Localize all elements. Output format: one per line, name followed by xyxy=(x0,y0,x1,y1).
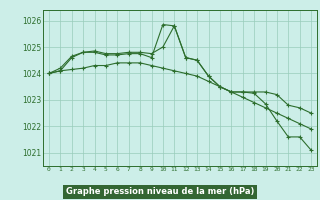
Text: Graphe pression niveau de la mer (hPa): Graphe pression niveau de la mer (hPa) xyxy=(66,187,254,196)
